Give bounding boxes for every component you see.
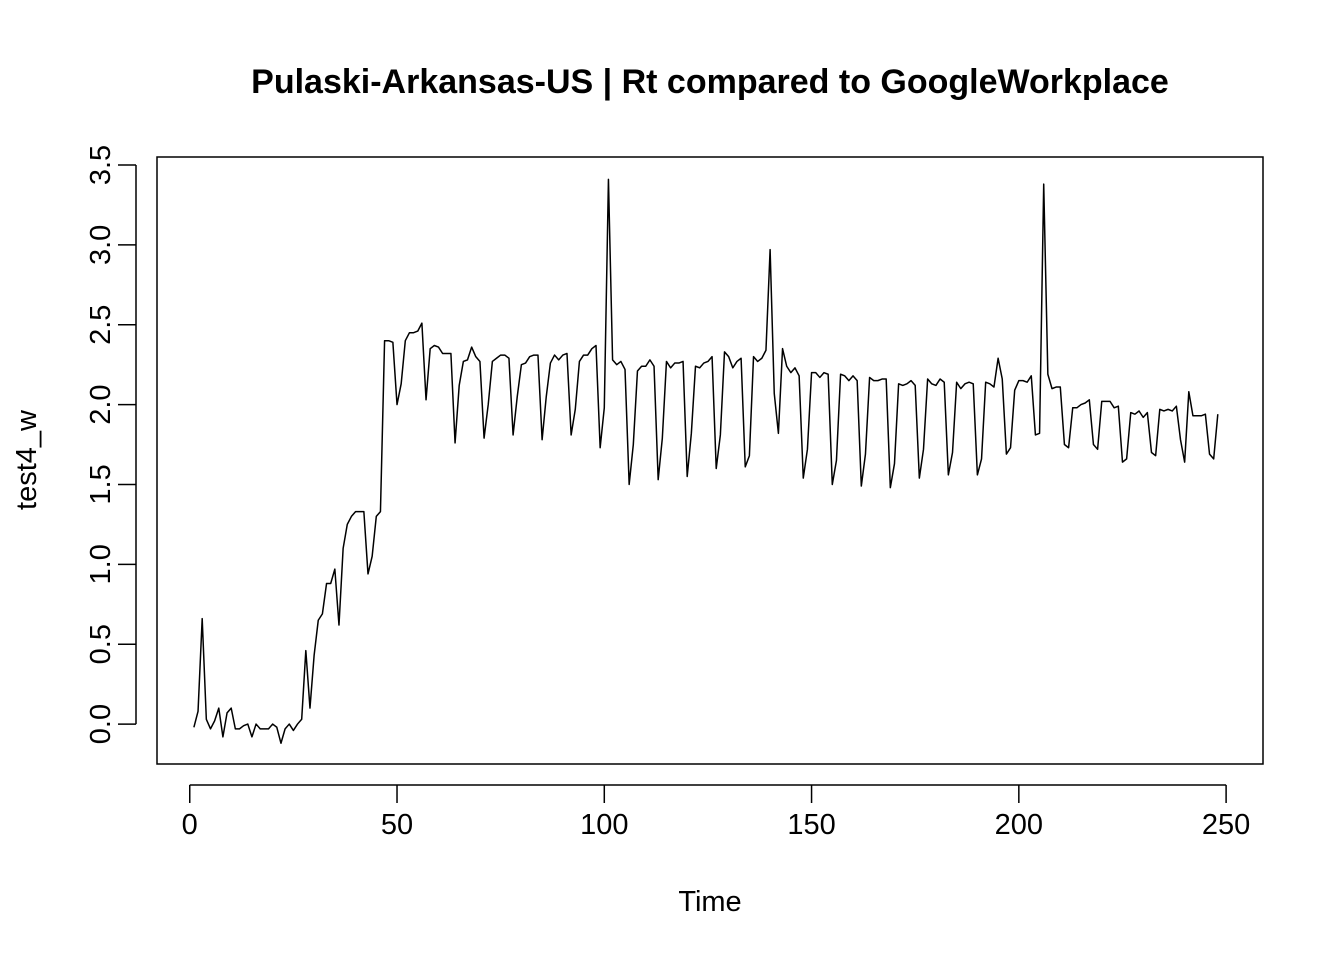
x-tick-label: 200 xyxy=(995,809,1043,841)
y-tick-label: 2.5 xyxy=(85,305,117,345)
plot-series xyxy=(193,178,1219,744)
plot-frame xyxy=(156,156,1264,765)
y-tick-label: 3.0 xyxy=(85,225,117,265)
chart-title: Pulaski-Arkansas-US | Rt compared to Goo… xyxy=(251,63,1169,101)
y-tick-label: 3.5 xyxy=(85,145,117,185)
y-tick-label: 2.0 xyxy=(85,384,117,424)
y-tick-label: 0.5 xyxy=(85,624,117,664)
y-tick-label: 0.0 xyxy=(85,704,117,744)
x-tick-label: 100 xyxy=(580,809,628,841)
x-tick-label: 250 xyxy=(1202,809,1250,841)
series-line xyxy=(193,178,1219,744)
y-tick-label: 1.5 xyxy=(85,464,117,504)
x-axis-label: Time xyxy=(678,886,741,918)
y-tick-label: 1.0 xyxy=(85,544,117,584)
x-tick-label: 0 xyxy=(182,809,198,841)
x-tick-label: 150 xyxy=(787,809,835,841)
x-tick-label: 50 xyxy=(381,809,413,841)
y-axis-label: test4_w xyxy=(11,409,43,510)
y-axis: 0.0 0.5 1.0 1.5 2.0 2.5 3.0 3.5 xyxy=(85,145,137,744)
x-axis: 0 50 100 150 200 250 xyxy=(182,784,1250,841)
